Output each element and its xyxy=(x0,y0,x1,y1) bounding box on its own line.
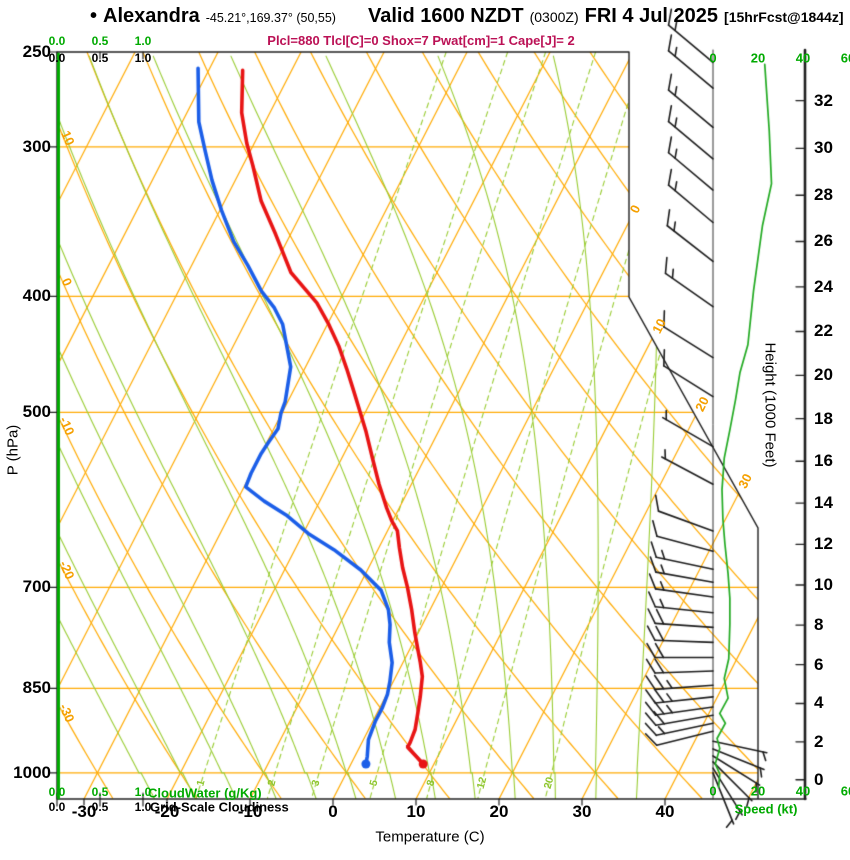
speed-axis-title: Speed (kt) xyxy=(734,801,798,817)
speed-tick-label-bottom: 60 xyxy=(840,783,850,799)
speed-tick-label-bottom: 0 xyxy=(709,783,717,799)
station-coords: -45.21°,169.37° (50,55) xyxy=(205,11,336,25)
speed-tick-label-top: 0 xyxy=(709,50,717,66)
height-tick-label: 20 xyxy=(814,365,833,385)
pressure-tick-label: 700 xyxy=(22,577,51,597)
cloud-scale-black-top: 0.0 xyxy=(48,51,66,65)
cloud-scale-black-bottom: 1.0 xyxy=(134,800,152,814)
height-axis-title: Height (1000 Feet) xyxy=(761,342,779,468)
cloud-scale-green-bottom: 1.0 xyxy=(134,785,152,799)
station-name: Alexandra xyxy=(103,5,200,27)
height-tick-label: 2 xyxy=(814,731,824,751)
speed-tick-label-bottom: 40 xyxy=(795,783,811,799)
height-tick-label: 26 xyxy=(814,231,833,251)
height-tick-label: 8 xyxy=(814,615,824,635)
speed-tick-label-top: 40 xyxy=(795,50,811,66)
cloud-scale-black-top: 1.0 xyxy=(134,51,152,65)
height-tick-label: 18 xyxy=(814,408,833,428)
cloud-scale-green-bottom: 0.5 xyxy=(91,785,109,799)
temperature-tick-label: 20 xyxy=(489,802,509,821)
height-tick-label: 16 xyxy=(814,451,833,471)
temperature-tick-label: 30 xyxy=(572,802,592,821)
cloud-scale-black-top: 0.5 xyxy=(91,51,109,65)
station-bullet-icon: • xyxy=(90,5,98,27)
temperature-tick-label: -20 xyxy=(154,802,180,821)
temperature-tick-label: 0 xyxy=(328,802,338,821)
height-tick-label: 30 xyxy=(814,138,833,158)
height-tick-label: 32 xyxy=(814,90,833,110)
cloudwater-axis-label: CloudWater (g/Kg) xyxy=(148,785,262,801)
valid-utc: (0300Z) xyxy=(529,9,579,25)
pressure-tick-label: 250 xyxy=(22,42,51,61)
temperature-tick-label: -10 xyxy=(237,802,263,821)
cloud-scale-green-top: 0.5 xyxy=(91,34,109,48)
height-tick-label: 24 xyxy=(814,276,833,296)
pressure-tick-label: 300 xyxy=(22,136,51,156)
pressure-axis-title: P (hPa) xyxy=(4,424,22,476)
height-tick-label: 6 xyxy=(814,654,824,674)
valid-date: FRI 4 Jul 2025 xyxy=(584,5,719,27)
speed-tick-label-top: 60 xyxy=(840,50,850,66)
cloudiness-axis-label: Grid-Scale Cloudiness xyxy=(150,799,289,815)
parcel-parameters-line: Plcl=880 Tlcl[C]=0 Shox=7 Pwat[cm]=1 Cap… xyxy=(267,33,575,48)
title-bar: • Alexandra -45.21°,169.37° (50,55) Vali… xyxy=(90,5,844,28)
height-tick-label: 12 xyxy=(814,534,833,554)
speed-tick-label-top: 20 xyxy=(750,50,766,66)
height-tick-label: 22 xyxy=(814,321,833,341)
pressure-tick-label: 500 xyxy=(22,402,51,422)
height-tick-label: 14 xyxy=(814,493,833,513)
speed-tick-label-bottom: 20 xyxy=(750,783,766,799)
cloud-scale-green-top: 0.0 xyxy=(48,34,66,48)
cloud-scale-black-bottom: 0.5 xyxy=(91,800,109,814)
temperature-tick-label: 40 xyxy=(655,802,675,821)
forecast-reference: [15hrFcst@1844z] xyxy=(724,9,844,25)
height-tick-label: 0 xyxy=(814,769,824,789)
cloud-scale-green-bottom: 0.0 xyxy=(48,785,66,799)
pressure-tick-label: 400 xyxy=(22,286,51,306)
height-tick-label: 4 xyxy=(814,693,824,713)
pressure-tick-label: 850 xyxy=(22,678,51,698)
cloud-scale-green-top: 1.0 xyxy=(134,34,152,48)
temperature-axis-title: Temperature (C) xyxy=(375,828,485,846)
pressure-tick-label: 1000 xyxy=(13,762,51,782)
height-tick-label: 28 xyxy=(814,185,833,205)
temperature-tick-label: 10 xyxy=(406,802,426,821)
cloud-scale-black-bottom: 0.0 xyxy=(48,800,66,814)
valid-time: Valid 1600 NZDT xyxy=(367,5,524,27)
height-tick-label: 10 xyxy=(814,575,833,595)
temperature-tick-label: -30 xyxy=(71,802,97,821)
